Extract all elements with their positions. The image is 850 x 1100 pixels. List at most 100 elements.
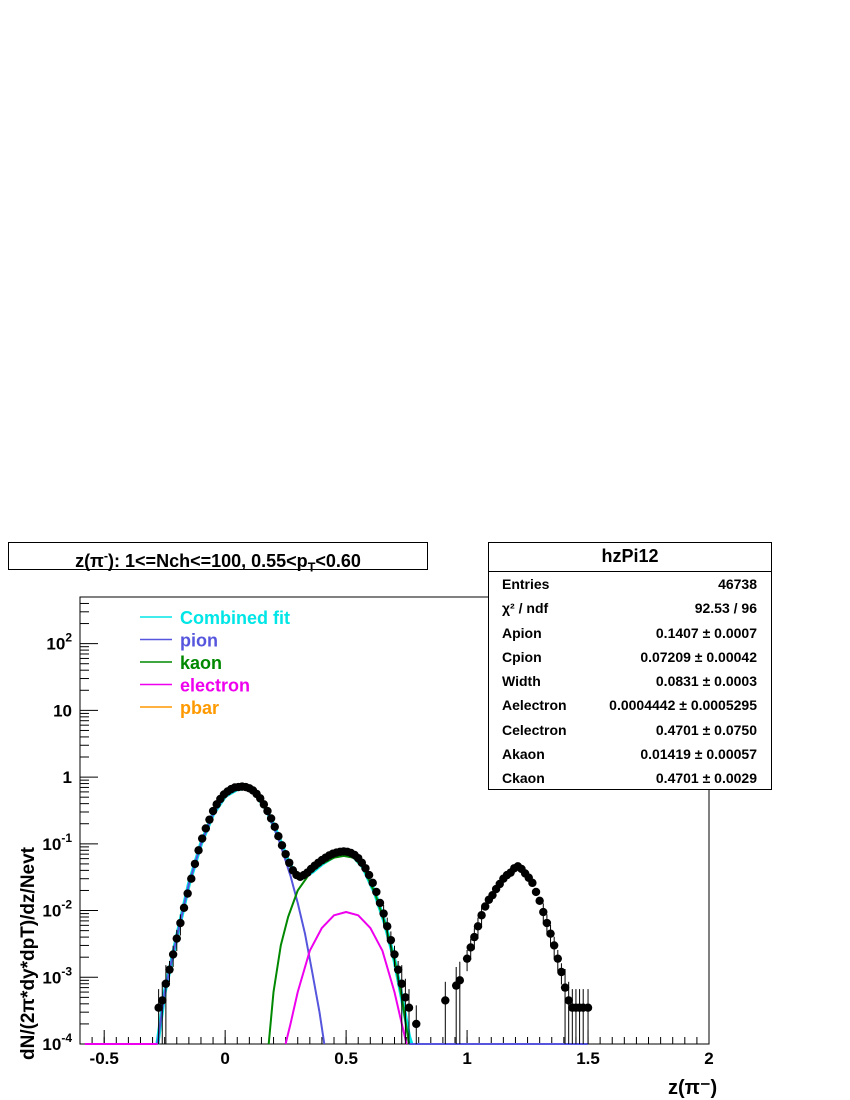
axis-ticks: -0.5 0 0.5 1 1.5 2 10-4 10-3 10-2 10-1 1 10 102 <box>42 596 714 1068</box>
data-point <box>553 954 562 963</box>
data-point <box>183 889 192 898</box>
stats-value: 0.0004442 ± 0.0005295 <box>609 697 757 714</box>
stats-key: χ² / ndf <box>502 600 549 617</box>
y-tick-label: 10 <box>53 701 72 720</box>
y-tick-label: 10-3 <box>42 964 72 987</box>
x-tick-label: -0.5 <box>90 1049 119 1068</box>
data-point <box>266 814 276 823</box>
stats-row: χ² / ndf 92.53 / 96 <box>489 596 771 620</box>
stats-value: 0.01419 ± 0.00057 <box>640 746 757 763</box>
data-point <box>473 922 483 931</box>
data-point <box>542 918 552 928</box>
data-point <box>256 794 265 803</box>
stats-rows: Entries 46738 χ² / ndf 92.53 / 96 Apion 0.140… <box>489 572 771 791</box>
stats-box: hzPi12 Entries 46738 χ² / ndf 92.53 / 96 Api… <box>488 542 772 790</box>
data-point <box>386 935 396 945</box>
stats-row: Akaon 0.01419 ± 0.00057 <box>489 742 771 766</box>
data-point <box>390 950 399 959</box>
data-point <box>274 832 283 841</box>
stats-key: Apion <box>502 624 542 641</box>
stats-value: 0.07209 ± 0.00042 <box>640 648 757 665</box>
data-point <box>190 859 200 869</box>
data-point <box>179 903 189 912</box>
data-point <box>470 932 479 942</box>
stats-key: Ckaon <box>502 770 545 787</box>
data-point <box>404 1003 414 1012</box>
data-point <box>197 834 207 843</box>
data-point <box>176 918 185 928</box>
data-point <box>281 849 290 859</box>
stats-key: Aelectron <box>502 697 567 714</box>
stats-value: 92.53 / 96 <box>694 600 757 617</box>
stats-row: Aelectron 0.0004442 ± 0.0005295 <box>489 693 771 717</box>
data-point <box>161 979 171 988</box>
x-tick-label: 0 <box>220 1049 229 1068</box>
y-tick-label: 1 <box>63 768 72 787</box>
data-point <box>393 965 403 974</box>
legend-label: Combined fit <box>180 608 290 628</box>
curve-electron <box>284 911 408 1045</box>
data-point <box>379 909 388 918</box>
data-point <box>172 934 181 943</box>
data-point <box>560 983 570 992</box>
stats-row: Apion 0.1407 ± 0.0007 <box>489 621 771 645</box>
data-point <box>187 874 196 883</box>
x-tick-label: 2 <box>704 1049 713 1068</box>
data-point <box>546 929 555 938</box>
data-point <box>368 878 377 888</box>
chart-title: z(π-): 1<=Nch<=100, 0.55<pT<0.60 <box>8 542 428 575</box>
stats-key: Width <box>502 673 541 690</box>
data-point <box>361 864 370 873</box>
stats-value: 0.4701 ± 0.0029 <box>655 770 757 787</box>
stats-row: Ckaon 0.4701 ± 0.0029 <box>489 766 771 790</box>
data-point <box>201 824 210 833</box>
stats-row: Width 0.0831 ± 0.0003 <box>489 669 771 693</box>
data-point <box>154 1003 163 1012</box>
data-point <box>285 858 294 867</box>
stats-key: Akaon <box>502 746 545 763</box>
legend-label: pbar <box>180 698 219 718</box>
x-tick-label: 0.5 <box>334 1049 358 1068</box>
legend-label: kaon <box>180 653 222 673</box>
stats-row: Cpion 0.07209 ± 0.00042 <box>489 645 771 669</box>
data-point <box>531 887 541 897</box>
stats-row: Celectron 0.4701 ± 0.0750 <box>489 718 771 742</box>
data-point <box>259 800 269 809</box>
curve-combined-fit <box>155 786 414 1045</box>
stats-value: 0.1407 ± 0.0007 <box>655 624 757 641</box>
data-point <box>488 890 497 900</box>
stats-value: 0.0831 ± 0.0003 <box>655 673 757 690</box>
x-tick-label: 1 <box>462 1049 471 1068</box>
data-point <box>194 846 203 855</box>
data-point <box>455 976 465 985</box>
y-tick-label: 10-2 <box>42 898 72 921</box>
stats-title: hzPi12 <box>489 543 771 572</box>
stats-key: Cpion <box>502 648 542 665</box>
data-point <box>441 996 450 1005</box>
stats-key: Entries <box>502 576 550 592</box>
curve-kaon <box>267 854 410 1045</box>
x-tick-label: 1.5 <box>576 1049 600 1068</box>
data-point <box>205 815 214 824</box>
data-point <box>466 943 475 952</box>
data-point <box>397 979 406 988</box>
data-point <box>372 887 381 897</box>
y-axis-label: dN/(2π*dy*dpT)/dz/Nevt <box>18 846 39 1060</box>
data-point <box>263 806 272 816</box>
data-point <box>557 967 566 977</box>
curve-pion <box>156 787 326 1045</box>
y-tick-label: 10-1 <box>42 831 72 854</box>
data-point <box>477 911 486 920</box>
data-point <box>277 841 287 850</box>
legend-label: electron <box>180 676 250 696</box>
stats-value: 0.4701 ± 0.0750 <box>655 721 757 738</box>
data-point <box>564 996 573 1005</box>
data-point <box>383 922 392 931</box>
stats-value: 46738 <box>718 576 757 592</box>
data-point <box>539 907 548 917</box>
legend-label: pion <box>180 631 218 651</box>
data-point <box>535 896 544 905</box>
y-tick-label: 102 <box>46 631 72 654</box>
